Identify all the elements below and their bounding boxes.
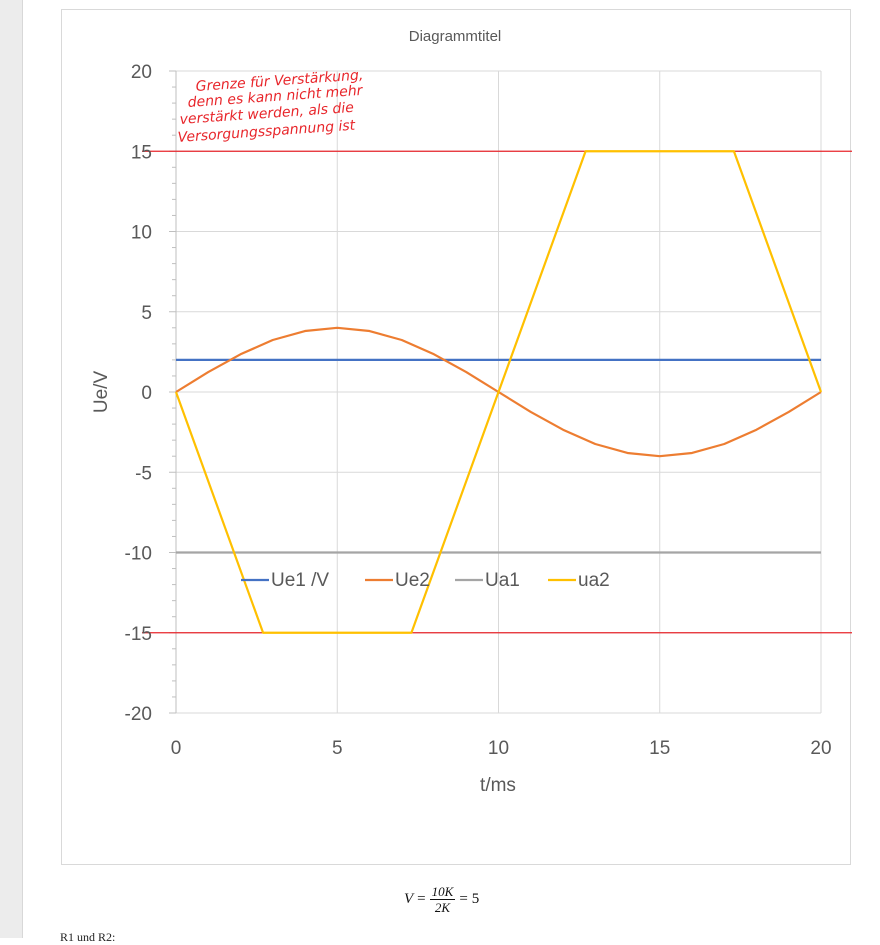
y-tick-label: 5	[141, 303, 152, 324]
series-line	[174, 150, 823, 634]
legend-label: Ue2	[395, 570, 430, 591]
gain-formula: V = 10K 2K = 5	[404, 884, 479, 915]
line-chart: 20 15 10 5 0 -5 -10 -15 -20 0 5 10 15 20 Diagrammtitel…	[91, 28, 852, 796]
x-tick-label: 15	[649, 738, 670, 759]
formula-lhs: V	[404, 891, 414, 907]
x-tick-label: 20	[810, 738, 831, 759]
y-tick-label: 10	[131, 223, 152, 244]
formula-denominator: 2K	[434, 900, 451, 915]
y-axis-label: Ue/V	[91, 371, 112, 414]
x-axis-label: t/ms	[480, 775, 516, 796]
chart-title: Diagrammtitel	[409, 28, 502, 45]
y-tick-label: 20	[131, 62, 152, 83]
legend-label: Ue1 /V	[271, 570, 329, 591]
formula-result: 5	[471, 891, 480, 907]
x-tick-label: 5	[332, 738, 343, 759]
x-tick-label: 0	[171, 738, 182, 759]
document-left-rail	[0, 0, 23, 938]
y-tick-label: -20	[125, 704, 152, 725]
formula-equals-2: =	[459, 891, 468, 907]
formula-fraction: 10K 2K	[429, 884, 456, 915]
formula-numerator: 10K	[429, 884, 456, 900]
y-tick-label: -10	[125, 544, 152, 565]
legend-label: ua2	[578, 570, 610, 591]
legend-label: Ua1	[485, 570, 520, 591]
x-tick-label: 10	[488, 738, 509, 759]
chart-container: 20 15 10 5 0 -5 -10 -15 -20 0 5 10 15 20 Diagrammtitel…	[61, 9, 852, 865]
formula-equals-1: =	[417, 891, 426, 907]
y-tick-label: -5	[135, 463, 152, 484]
y-tick-label: -15	[125, 624, 152, 645]
y-tick-label: 0	[141, 383, 152, 404]
y-tick-label: 15	[131, 142, 152, 163]
